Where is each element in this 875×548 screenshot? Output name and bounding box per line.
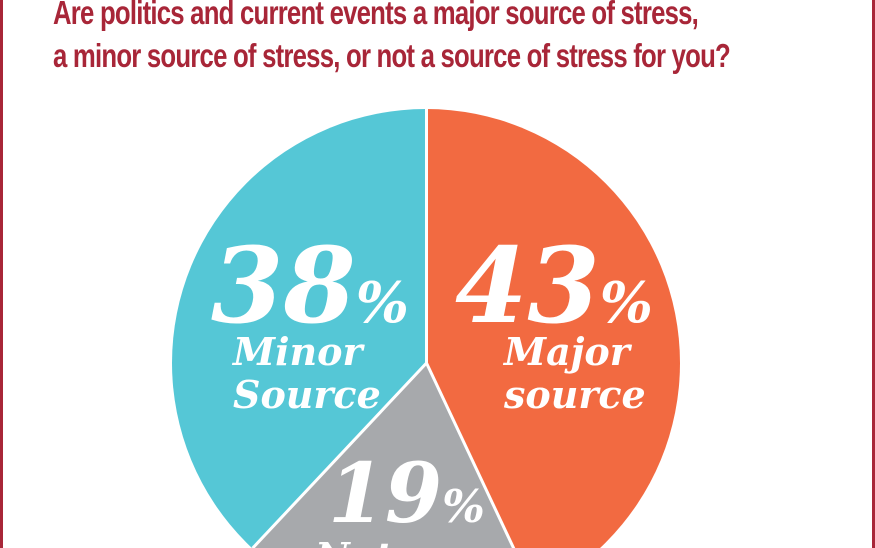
slice-label-line-1: Not a (315, 534, 430, 548)
chart-question-title: Are politics and current events a major … (53, 0, 731, 77)
percent-sign: % (599, 270, 653, 336)
slice-label-line-2: source (504, 372, 646, 418)
slice-label-line-1: Minor (233, 329, 363, 374)
slice-value-major-source: 43% (455, 234, 653, 338)
percent-sign: % (355, 270, 409, 336)
slice-label-line-1: Major (504, 329, 630, 374)
slice-value-number: 19 (328, 446, 443, 542)
pie-chart (172, 109, 680, 548)
slice-value-number: 43 (455, 224, 600, 347)
title-line-2: a minor source of stress, or not a sourc… (53, 37, 731, 74)
slice-label-minor-source: Minor Source (233, 330, 381, 417)
slice-label-major-source: Major source (504, 330, 646, 417)
percent-sign: % (442, 480, 485, 533)
slice-value-not-a-source: 19% (328, 453, 485, 535)
slice-value-number: 38 (211, 224, 356, 347)
slice-value-minor-source: 38% (211, 234, 409, 338)
slice-label-line-2: Source (233, 372, 381, 418)
title-line-1: Are politics and current events a major … (53, 0, 699, 31)
slice-divider (424, 109, 428, 363)
slice-label-not-a-source: Not a source (315, 535, 457, 548)
